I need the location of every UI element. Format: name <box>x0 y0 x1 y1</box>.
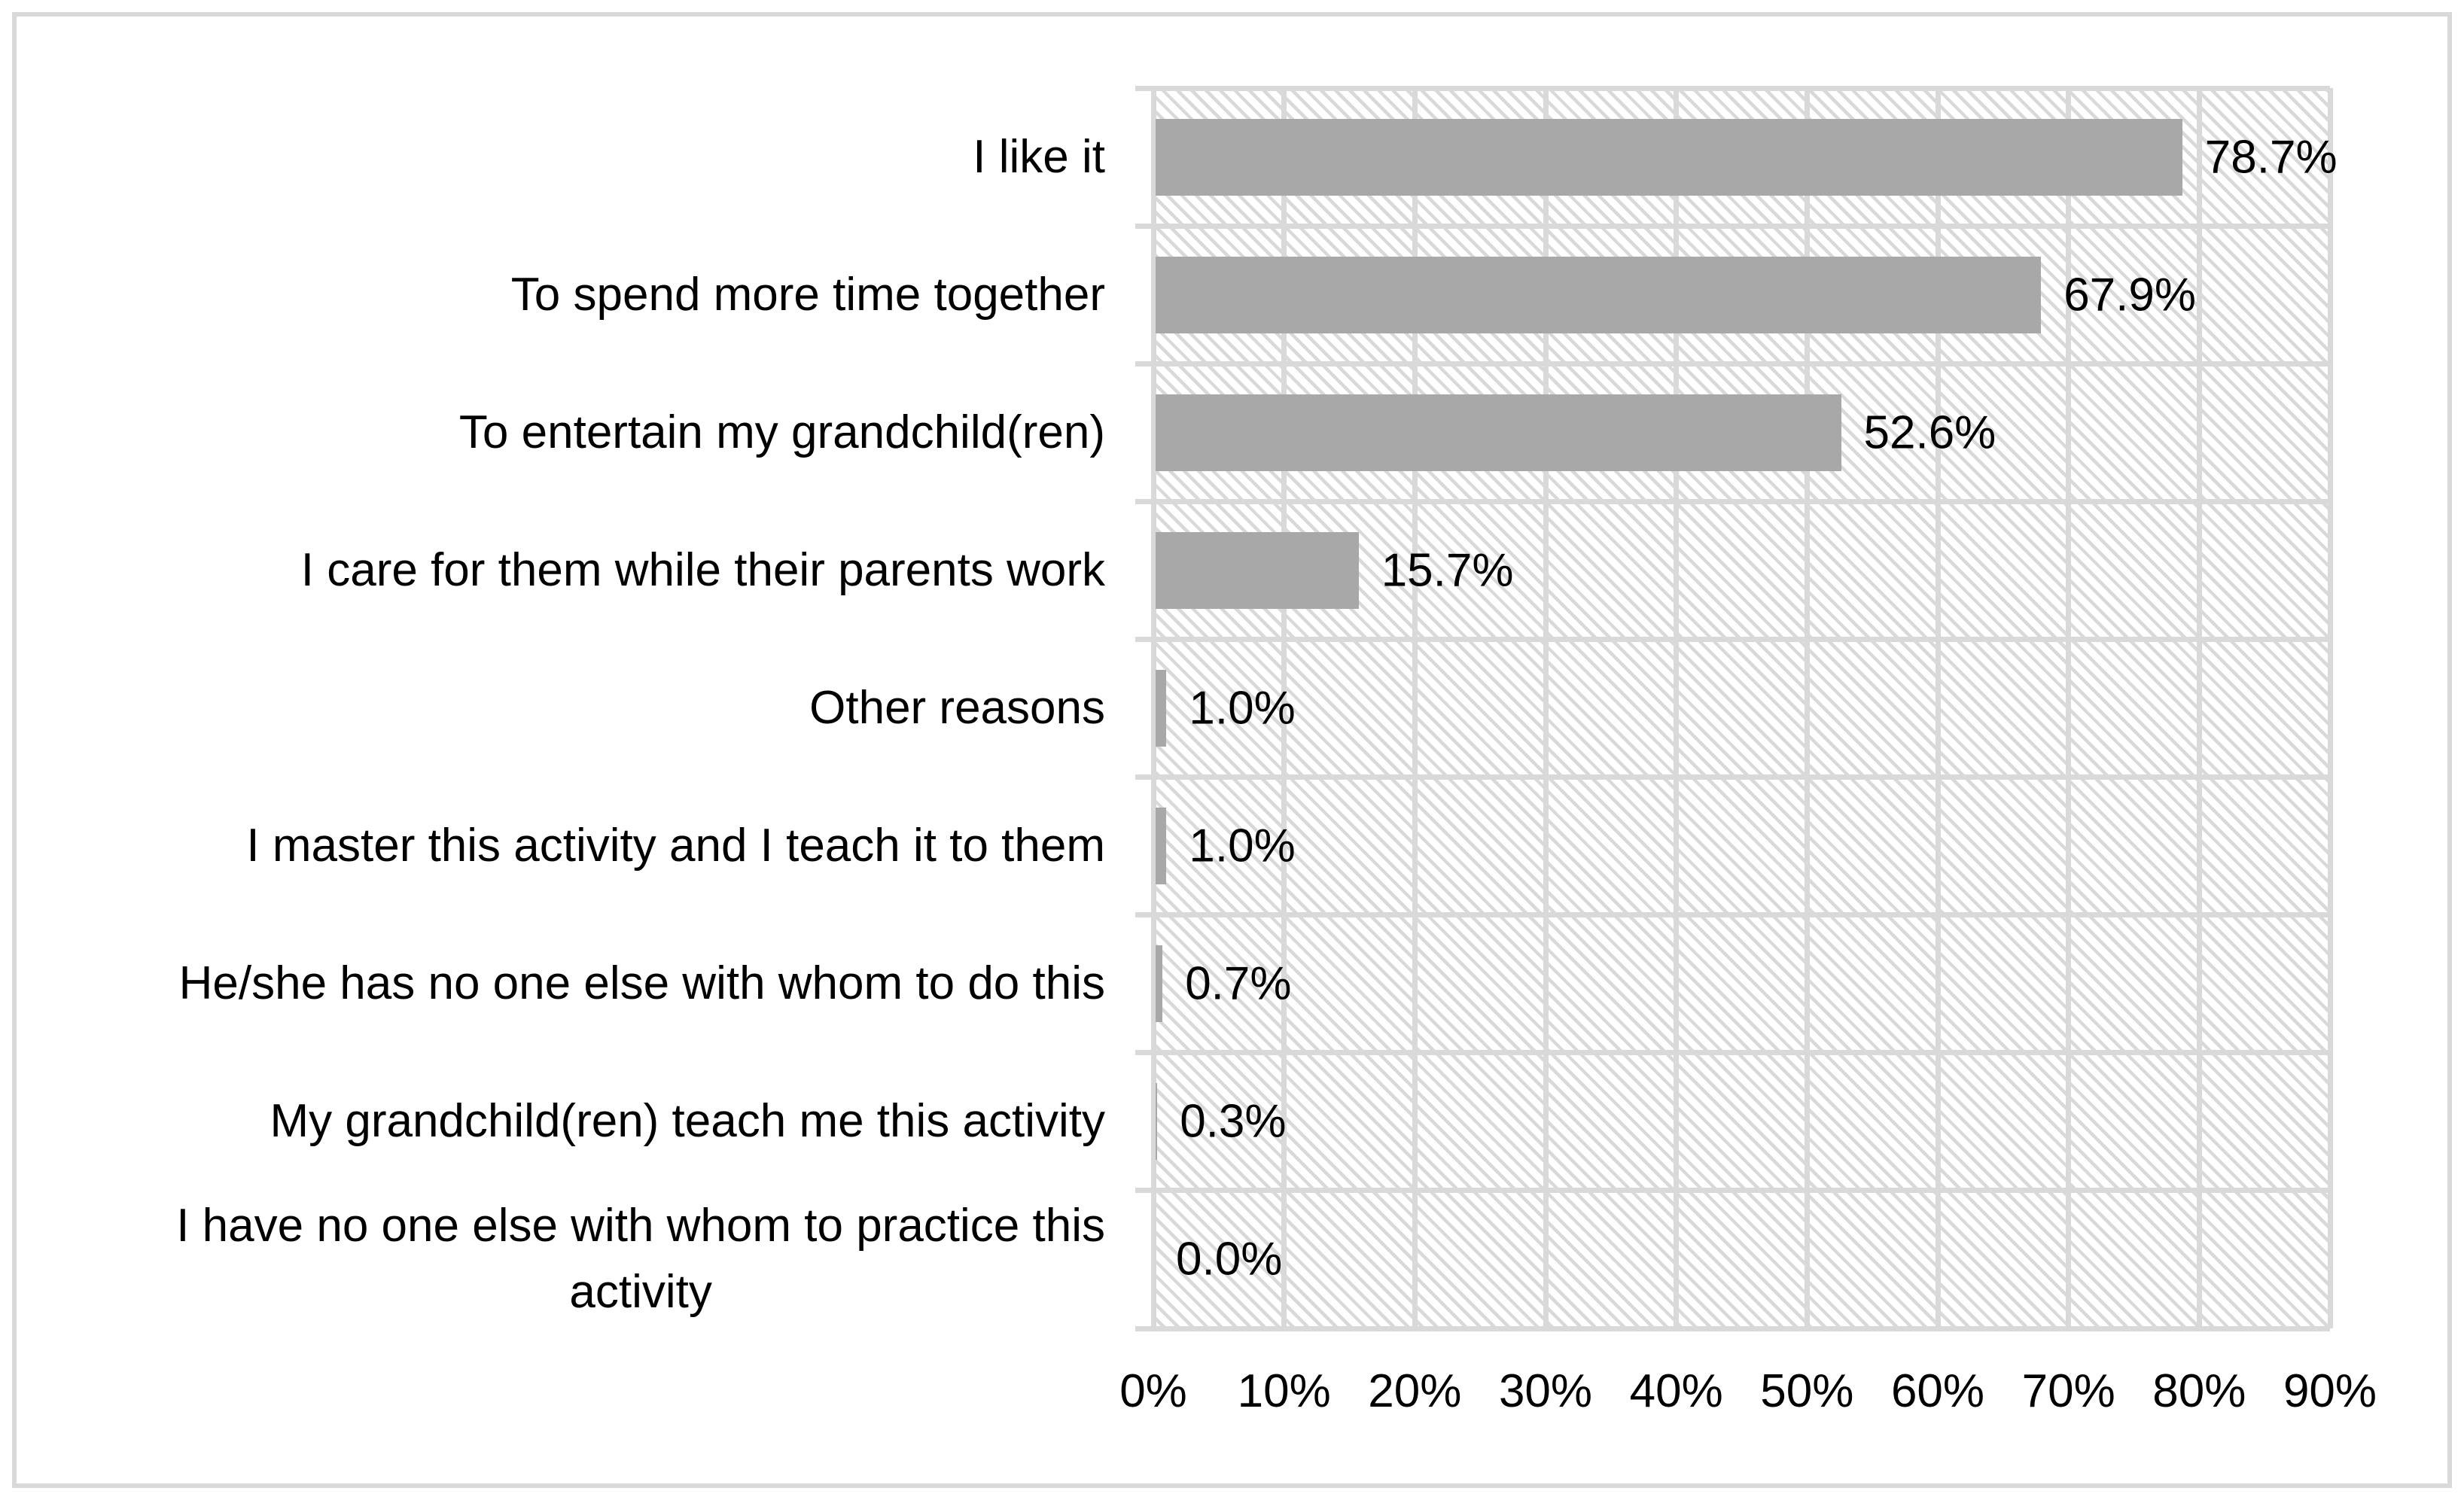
category-label: I like it <box>973 130 1105 183</box>
axis-tick <box>1135 1050 1153 1056</box>
x-tick-label: 30% <box>1498 1365 1593 1417</box>
gridline-horizontal <box>1153 1325 2330 1331</box>
axis-tick <box>1135 1188 1153 1194</box>
gridline-vertical <box>1543 88 1549 1328</box>
chart-frame: I like it To spend more time together To e… <box>12 12 2452 1488</box>
gridline-horizontal <box>1153 1050 2330 1056</box>
value-label: 0.3% <box>1180 1095 1287 1148</box>
category-label: My grandchild(ren) teach me this activit… <box>270 1095 1105 1148</box>
bar <box>1156 945 1163 1023</box>
gridline-horizontal <box>1153 912 2330 918</box>
axis-tick <box>1135 223 1153 229</box>
x-tick-label: 40% <box>1629 1365 1723 1417</box>
category-label: I care for them while their parents work <box>300 543 1105 596</box>
category-label: I have no one else with whom to practice… <box>176 1200 1105 1319</box>
axis-tick <box>1135 636 1153 642</box>
value-label: 0.7% <box>1185 957 1292 1010</box>
x-tick-label: 0% <box>1119 1365 1187 1417</box>
x-tick-label: 70% <box>2021 1365 2115 1417</box>
value-label: 1.0% <box>1189 820 1296 872</box>
category-label: Other reasons <box>809 681 1105 734</box>
gridline-vertical <box>1412 88 1418 1328</box>
category-label: To entertain my grandchild(ren) <box>458 406 1105 458</box>
value-label: 0.0% <box>1176 1233 1283 1285</box>
bar <box>1156 531 1359 609</box>
gridline-vertical <box>1935 88 1941 1328</box>
axis-tick <box>1135 498 1153 504</box>
gridline-vertical <box>2066 88 2072 1328</box>
gridline-horizontal <box>1153 1188 2330 1194</box>
x-tick-label: 50% <box>1760 1365 1854 1417</box>
category-label: He/she has no one else with whom to do t… <box>178 957 1105 1010</box>
category-label: I master this activity and I teach it to… <box>246 820 1105 872</box>
axis-tick <box>1135 1325 1153 1331</box>
bar <box>1156 670 1167 747</box>
x-tick-label: 90% <box>2283 1365 2377 1417</box>
x-tick-label: 20% <box>1368 1365 1462 1417</box>
gridline-horizontal <box>1153 223 2330 229</box>
bar <box>1156 256 2042 333</box>
value-label: 78.7% <box>2204 131 2338 184</box>
gridline-vertical <box>2327 88 2333 1328</box>
axis-tick <box>1135 912 1153 918</box>
value-label: 67.9% <box>2063 269 2196 321</box>
x-tick-label: 80% <box>2152 1365 2246 1417</box>
x-tick-label: 10% <box>1237 1365 1331 1417</box>
gridline-vertical <box>2196 88 2202 1328</box>
gridline-horizontal <box>1153 361 2330 367</box>
bar <box>1156 118 2182 196</box>
value-label: 1.0% <box>1189 682 1296 735</box>
gridline-vertical <box>1804 88 1810 1328</box>
value-label: 15.7% <box>1381 544 1514 597</box>
bar <box>1156 808 1167 885</box>
axis-tick <box>1135 85 1153 91</box>
x-tick-label: 60% <box>1890 1365 1985 1417</box>
axis-tick <box>1135 774 1153 780</box>
gridline-horizontal <box>1153 85 2330 91</box>
bar <box>1156 1083 1158 1161</box>
gridline-horizontal <box>1153 774 2330 780</box>
gridline-horizontal <box>1153 636 2330 642</box>
axis-tick <box>1135 361 1153 367</box>
value-label: 52.6% <box>1863 406 1996 459</box>
gridline-vertical <box>1674 88 1680 1328</box>
gridline-vertical <box>1281 88 1287 1328</box>
category-label: To spend more time together <box>510 268 1105 321</box>
bar <box>1156 394 1841 471</box>
gridline-horizontal <box>1153 498 2330 504</box>
gridline-vertical <box>1150 88 1156 1328</box>
